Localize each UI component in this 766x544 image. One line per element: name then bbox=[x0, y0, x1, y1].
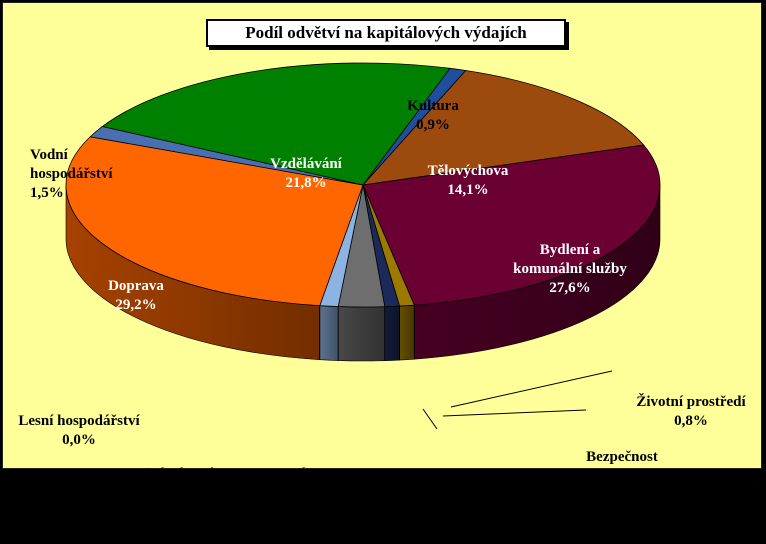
label-lesni-hospodarstvi: Lesní hospodářství 0,0% bbox=[18, 413, 140, 448]
pie-slice-bydlen-a-komun-ln-slu-by bbox=[362, 144, 661, 306]
label-vodni-hospodarstvi: Vodní hospodářství 1,5% bbox=[30, 147, 113, 201]
pie-slice-doprava bbox=[65, 136, 364, 307]
leader-bezpecnost bbox=[442, 409, 587, 417]
pie-top bbox=[65, 62, 661, 308]
label-telovychova: Tělovýchova 14,1% bbox=[427, 163, 509, 198]
label-kultura: Kultura 0,9% bbox=[407, 98, 459, 133]
pie-side--ivotn-prost-ed- bbox=[399, 304, 415, 361]
chart-frame: Podíl odvětví na kapitálových výdajích K… bbox=[2, 2, 762, 504]
pie-side-bezpe-nost bbox=[384, 305, 400, 361]
label-bydleni: Bydlení a komunální služby 27,6% bbox=[513, 242, 627, 296]
label-bezpecnost: Bezpečnost 0,8% bbox=[586, 449, 658, 484]
leader-pozarni-ochrana bbox=[422, 408, 438, 430]
pie-side-st-tn-spr-va-a-samospr-va bbox=[319, 305, 339, 361]
label-statni-sprava: Státní správa a samospráva 1,0% bbox=[144, 466, 322, 501]
pie-slice-t-lov-chova bbox=[361, 70, 645, 186]
label-zivotni-prostredi: Životní prostředí 0,8% bbox=[636, 394, 746, 429]
pie-slice-vzd-l-v-n- bbox=[101, 62, 451, 186]
pie-chart bbox=[65, 62, 661, 430]
chart-title: Podíl odvětví na kapitálových výdajích bbox=[206, 19, 566, 47]
label-vzdelavani: Vzdělávání 21,8% bbox=[270, 156, 342, 191]
label-doprava: Doprava 29,2% bbox=[108, 278, 164, 313]
pie-side-po-rn-ochrana bbox=[337, 306, 386, 362]
label-pozarni-ochrana: Požární ochrana 2,5% bbox=[402, 469, 510, 504]
leader-zivotni-prostredi bbox=[450, 370, 613, 408]
